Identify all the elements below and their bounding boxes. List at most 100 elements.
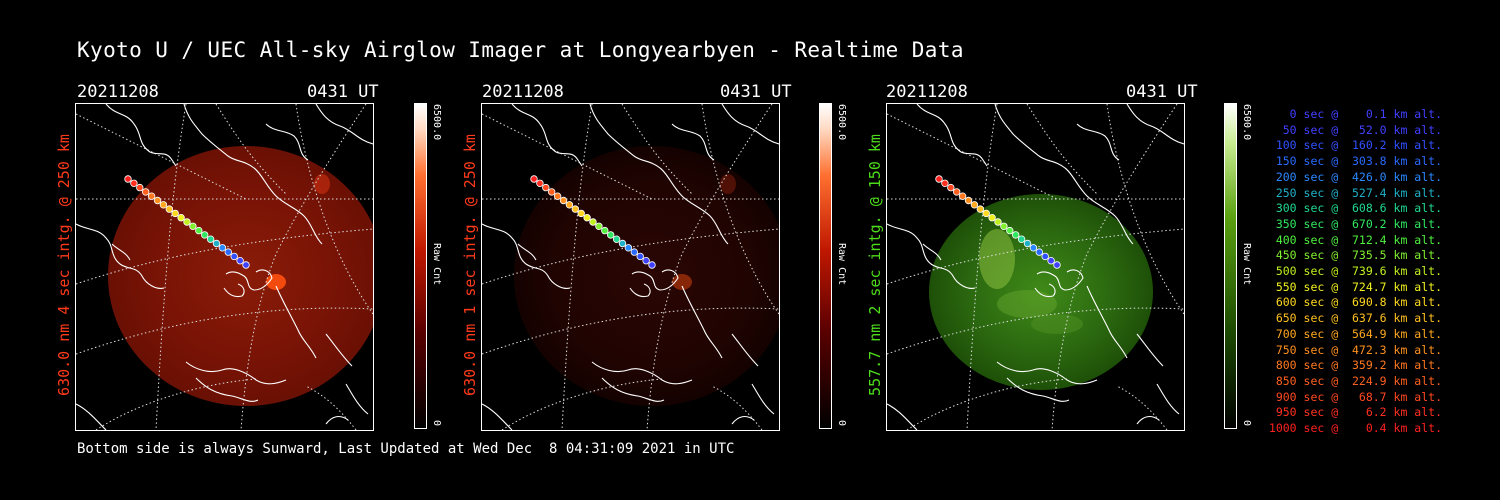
aurora-brightening: [314, 174, 330, 194]
panel-3-time: 0431 UT: [1126, 82, 1198, 102]
rocket-trajectory: [935, 175, 1061, 269]
panel-3-colorbar-max: 6500.0: [1241, 104, 1252, 141]
lat-lon-grid: [76, 104, 373, 430]
trajectory-point: [230, 252, 238, 261]
panel-1-date: 20211208: [77, 82, 159, 102]
trajectory-point: [1035, 248, 1043, 256]
legend-entry: 700 sec @ 564.9 km alt.: [1275, 326, 1442, 341]
trajectory-point: [553, 192, 562, 200]
legend-entry: 50 sec @ 52.0 km alt.: [1282, 122, 1442, 137]
trajectory-point: [1011, 231, 1020, 239]
coastline-outline: [76, 104, 373, 430]
coastline-outline: [887, 104, 1184, 430]
trajectory-point: [636, 252, 644, 261]
trajectory-point: [136, 183, 144, 192]
legend-entry: 650 sec @ 637.6 km alt.: [1275, 311, 1442, 326]
legend-entry: 250 sec @ 527.4 km alt.: [1275, 185, 1442, 200]
legend-entry: 0 sec @ 0.1 km alt.: [1289, 107, 1442, 121]
trajectory-point: [577, 209, 585, 218]
panel-3-colorbar-unit: Raw Cnt: [1241, 243, 1252, 286]
legend-entry: 500 sec @ 739.6 km alt.: [1275, 264, 1442, 279]
trajectory-point: [559, 196, 568, 205]
panel-2-colorbar-unit: Raw Cnt: [836, 243, 847, 286]
trajectory-point: [177, 213, 185, 222]
trajectory-point: [124, 175, 132, 183]
legend-entry: 450 sec @ 735.5 km alt.: [1275, 248, 1442, 263]
trajectory-point: [589, 218, 597, 226]
trajectory-point: [970, 201, 979, 209]
panel-3-side-label: 557.7 nm 2 sec intg. @ 150 km: [866, 134, 884, 396]
panel-2-colorbar: [819, 103, 832, 429]
trajectory-point: [189, 222, 197, 230]
panel-2-time: 0431 UT: [720, 82, 792, 102]
footer-note: Bottom side is always Sunward, Last Upda…: [77, 441, 735, 457]
trajectory-point: [195, 226, 203, 235]
trajectory-point: [130, 179, 138, 187]
aurora-brightening: [672, 274, 692, 290]
trajectory-point: [958, 192, 967, 200]
trajectory-point: [200, 231, 209, 239]
trajectory-point: [536, 179, 544, 187]
panel-1-colorbar-unit: Raw Cnt: [431, 243, 442, 286]
trajectory-point: [547, 188, 556, 196]
panel-2-airglow-image: [481, 103, 780, 431]
panel-3-date: 20211208: [886, 82, 968, 102]
trajectory-point: [601, 226, 609, 235]
trajectory-point: [1053, 261, 1061, 269]
legend-entry: 150 sec @ 303.8 km alt.: [1275, 154, 1442, 169]
all-sky-image-disk: [514, 146, 779, 406]
legend-entry: 400 sec @ 712.4 km alt.: [1275, 232, 1442, 247]
legend-entry: 850 sec @ 224.9 km alt.: [1275, 373, 1442, 388]
trajectory-point: [218, 244, 227, 252]
trajectory-point: [1047, 256, 1055, 265]
aurora-brightening: [720, 174, 736, 194]
page-title: Kyoto U / UEC All-sky Airglow Imager at …: [77, 38, 964, 62]
trajectory-point: [147, 192, 156, 200]
panel-1-colorbar: [414, 103, 427, 429]
trajectory-point: [1023, 239, 1032, 248]
trajectory-point: [642, 256, 650, 265]
legend-entry: 200 sec @ 426.0 km alt.: [1275, 169, 1442, 184]
trajectory-point: [988, 213, 996, 222]
trajectory-point: [571, 205, 579, 213]
trajectory-point: [624, 244, 633, 252]
panel-2-date: 20211208: [482, 82, 564, 102]
legend-entry: 100 sec @ 160.2 km alt.: [1275, 138, 1442, 153]
trajectory-point: [630, 248, 638, 256]
legend-entry: 800 sec @ 359.2 km alt.: [1275, 358, 1442, 373]
trajectory-point: [935, 175, 943, 183]
legend-entry: 900 sec @ 68.7 km alt.: [1275, 389, 1442, 404]
lat-lon-grid: [482, 104, 779, 430]
trajectory-point: [648, 261, 656, 269]
trajectory-point: [236, 256, 244, 265]
aurora-brightening: [979, 229, 1015, 289]
panel-2-colorbar-max: 6500.0: [836, 104, 847, 141]
trajectory-point: [612, 235, 621, 243]
trajectory-point: [183, 218, 191, 226]
trajectory-point: [565, 201, 574, 209]
legend-entry: 950 sec @ 6.2 km alt.: [1275, 405, 1442, 420]
lat-lon-grid: [887, 104, 1184, 430]
legend-entry: 350 sec @ 670.2 km alt.: [1275, 216, 1442, 231]
panel-1-side-label: 630.0 nm 4 sec intg. @ 250 km: [55, 134, 73, 396]
trajectory-point: [1017, 235, 1026, 243]
trajectory-point: [212, 239, 221, 248]
legend-entry: 300 sec @ 608.6 km alt.: [1275, 201, 1442, 216]
trajectory-point: [982, 209, 990, 218]
trajectory-point: [1000, 222, 1008, 230]
aurora-brightening: [266, 274, 286, 290]
trajectory-point: [994, 218, 1002, 226]
trajectory-point: [583, 213, 591, 222]
panel-1-airglow-image: [75, 103, 374, 431]
trajectory-point: [224, 248, 232, 256]
trajectory-point: [242, 261, 250, 269]
rocket-trajectory: [530, 175, 656, 269]
trajectory-point: [542, 183, 550, 192]
legend-entry: 600 sec @ 690.8 km alt.: [1275, 295, 1442, 310]
rocket-trajectory: [124, 175, 250, 269]
trajectory-point: [141, 188, 150, 196]
legend-entry: 550 sec @ 724.7 km alt.: [1275, 279, 1442, 294]
trajectory-point: [595, 222, 603, 230]
trajectory-point: [618, 239, 627, 248]
trajectory-point: [171, 209, 179, 218]
